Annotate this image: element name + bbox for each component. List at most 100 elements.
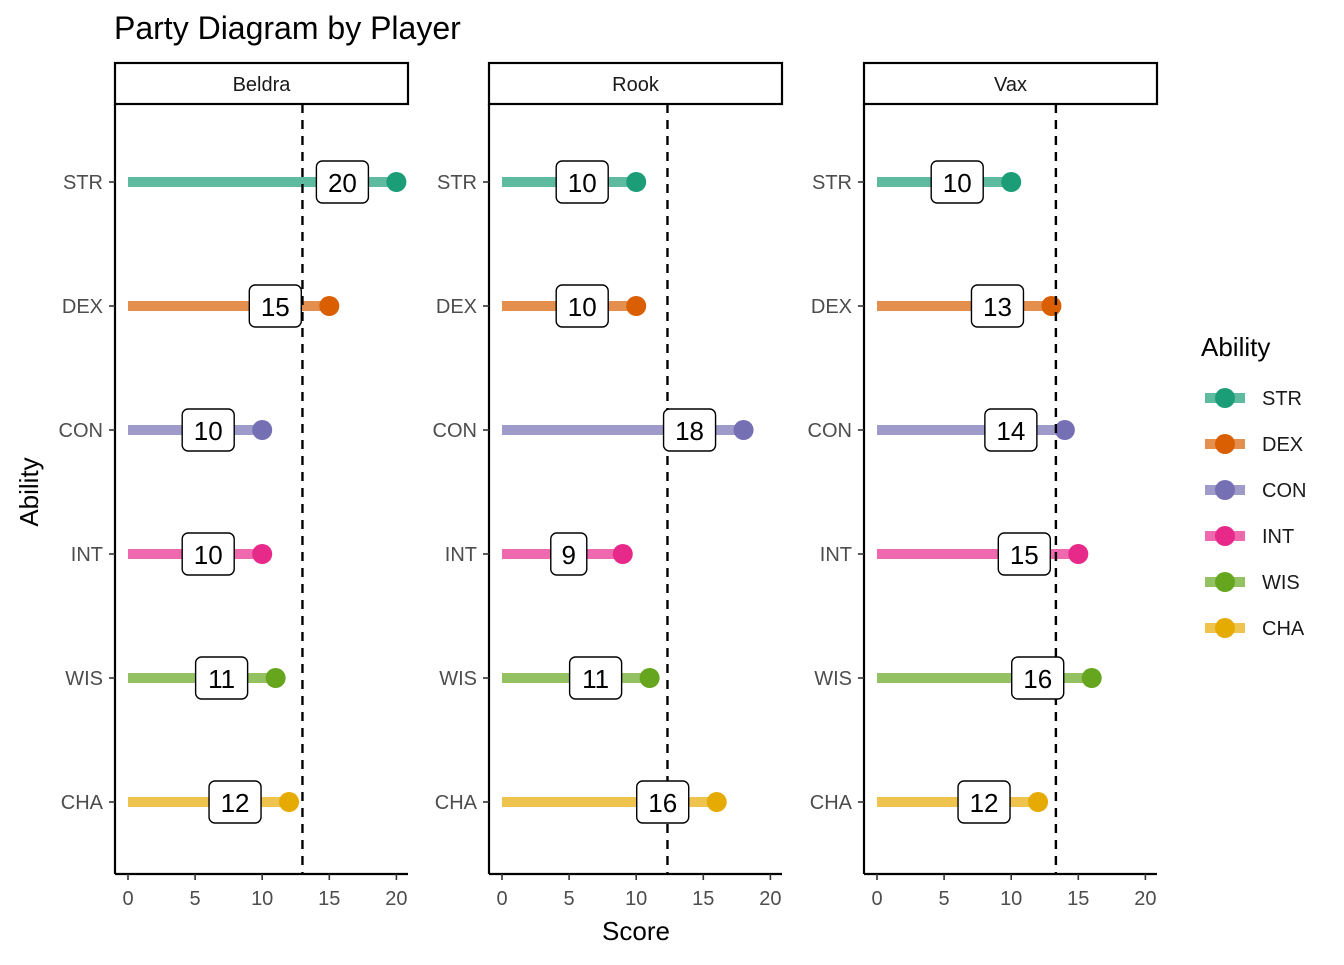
- legend-label: INT: [1262, 526, 1294, 548]
- strip-label: Rook: [612, 74, 660, 96]
- point-wis: [265, 668, 286, 688]
- value-label: 10: [943, 168, 972, 198]
- value-label-box: [315, 160, 370, 204]
- strip-beldra: [113, 61, 410, 106]
- value-label-box: [208, 780, 262, 824]
- point-dex: [319, 296, 340, 316]
- point-str: [626, 172, 647, 192]
- x-tick-label: 15: [318, 888, 340, 910]
- panel-rook: Rook STR DEX CON INT WIS CHA 0 5 10 15 20 10 10 18 9 11 1…: [433, 61, 784, 910]
- value-label: 12: [221, 788, 250, 818]
- y-tick-label: CHA: [61, 792, 104, 814]
- legend-label: CON: [1262, 480, 1306, 502]
- point-con: [1054, 420, 1075, 440]
- legend-item-cha: CHA: [1205, 618, 1305, 640]
- legend: Ability STR DEX CON INT WIS CHA: [1201, 332, 1306, 640]
- value-label: 13: [983, 292, 1012, 322]
- point-int: [612, 544, 633, 564]
- point-dex: [1041, 296, 1062, 316]
- value-label-box: [181, 408, 235, 452]
- strip-label: Vax: [994, 74, 1027, 96]
- legend-label: STR: [1262, 388, 1302, 410]
- x-tick-label: 20: [1134, 888, 1156, 910]
- y-tick-label: WIS: [65, 668, 103, 690]
- value-label-box: [248, 284, 303, 328]
- y-tick-label: STR: [437, 172, 477, 194]
- x-tick-label: 10: [1000, 888, 1022, 910]
- x-tick-label: 5: [564, 888, 575, 910]
- point-cha: [706, 792, 727, 812]
- point-int: [1068, 544, 1089, 564]
- value-label-box: [568, 656, 623, 700]
- value-label: 16: [1023, 664, 1052, 694]
- y-tick-label: DEX: [62, 296, 103, 318]
- value-label: 10: [568, 168, 597, 198]
- value-label-box: [636, 780, 690, 824]
- value-label-box: [550, 532, 588, 576]
- y-tick-label: CHA: [435, 792, 478, 814]
- chart-title: Party Diagram by Player: [114, 10, 461, 46]
- y-tick-label: STR: [812, 172, 852, 194]
- legend-item-dex: DEX: [1205, 434, 1303, 456]
- y-tick-label: INT: [71, 544, 103, 566]
- point-con: [252, 420, 273, 440]
- point-int: [252, 544, 273, 564]
- value-label: 10: [568, 292, 597, 322]
- x-tick-label: 20: [759, 888, 781, 910]
- y-tick-label: CON: [59, 420, 103, 442]
- y-tick-label: INT: [445, 544, 477, 566]
- value-label: 11: [582, 664, 609, 694]
- y-tick-label: WIS: [814, 668, 852, 690]
- y-tick-label: CON: [808, 420, 852, 442]
- value-label: 10: [194, 540, 223, 570]
- legend-label: WIS: [1262, 572, 1300, 594]
- value-label: 10: [194, 416, 223, 446]
- panel-beldra: Beldra STR DEX CON INT WIS CHA 0 5 10 15 20 20 15 10 10…: [59, 61, 410, 910]
- point-dex: [626, 296, 647, 316]
- value-label-box: [194, 656, 249, 700]
- value-label: 20: [328, 168, 357, 198]
- value-label-box: [662, 408, 717, 452]
- panel-vax: Vax STR DEX CON INT WIS CHA 0 5 10 15 20 10 13 14 15 16 1…: [808, 61, 1159, 910]
- point-str: [1001, 172, 1022, 192]
- value-label-box: [970, 284, 1025, 328]
- x-tick-label: 0: [122, 888, 133, 910]
- legend-item-con: CON: [1205, 480, 1306, 502]
- value-label: 12: [970, 788, 999, 818]
- legend-item-wis: WIS: [1205, 572, 1300, 594]
- value-label-box: [555, 160, 609, 204]
- y-tick-label: CON: [433, 420, 477, 442]
- legend-key-point: [1215, 526, 1235, 546]
- x-tick-label: 20: [385, 888, 407, 910]
- x-tick-label: 15: [692, 888, 714, 910]
- value-label-box: [957, 780, 1011, 824]
- value-label-box: [997, 532, 1051, 576]
- value-label: 15: [261, 292, 290, 322]
- x-tick-label: 0: [871, 888, 882, 910]
- x-tick-label: 0: [496, 888, 507, 910]
- point-con: [733, 420, 754, 440]
- x-tick-label: 10: [625, 888, 647, 910]
- value-label-box: [930, 160, 984, 204]
- point-wis: [639, 668, 660, 688]
- y-tick-label: DEX: [436, 296, 477, 318]
- value-label-box: [181, 532, 235, 576]
- x-tick-label: 10: [251, 888, 273, 910]
- x-tick-label: 5: [190, 888, 201, 910]
- value-label-box: [1011, 656, 1065, 700]
- legend-key-point: [1215, 480, 1235, 500]
- legend-item-int: INT: [1205, 526, 1294, 548]
- strip-label: Beldra: [233, 74, 292, 96]
- legend-key-point: [1215, 434, 1235, 454]
- strip-vax: [862, 61, 1159, 106]
- strip-rook: [487, 61, 784, 106]
- y-axis-title: Ability: [14, 457, 44, 526]
- point-wis: [1081, 668, 1102, 688]
- legend-key-point: [1215, 388, 1235, 408]
- value-label-box: [555, 284, 609, 328]
- legend-title: Ability: [1201, 332, 1270, 362]
- x-axis-title: Score: [602, 916, 670, 946]
- panels: Beldra STR DEX CON INT WIS CHA 0 5 10 15 20 20 15 10 10…: [59, 61, 1159, 910]
